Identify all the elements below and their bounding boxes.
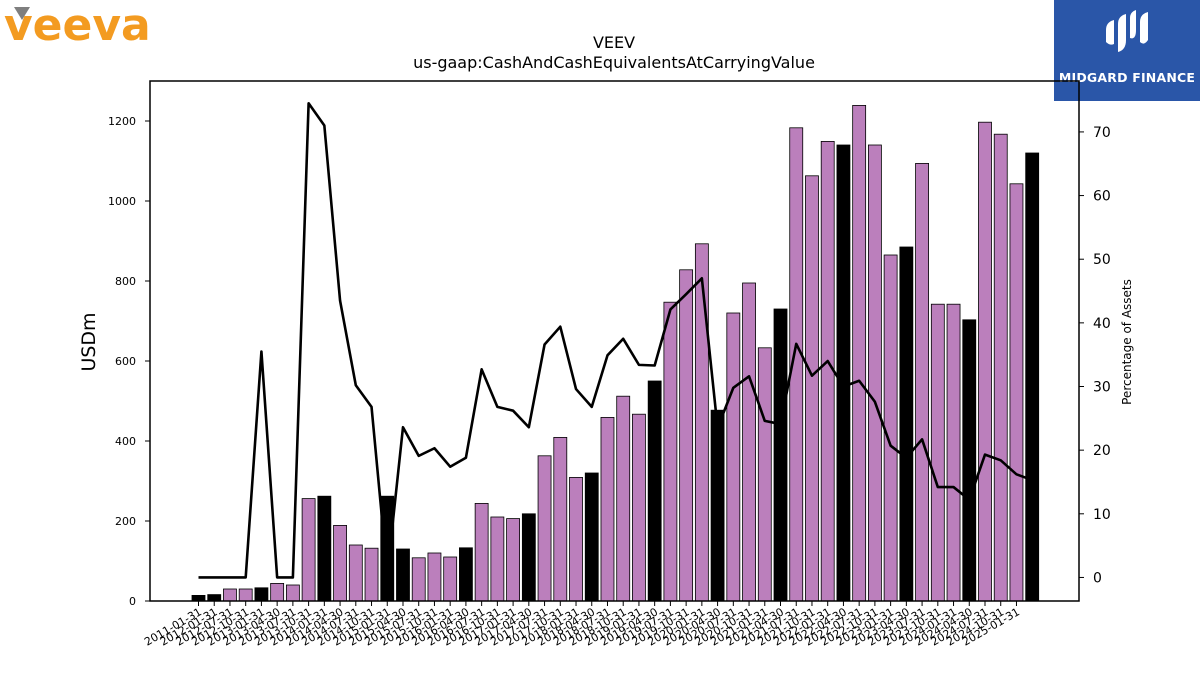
- bar-18: [474, 502, 489, 602]
- right-tick-label: 10: [1093, 507, 1111, 523]
- bar-6: [285, 584, 300, 602]
- bar-0: [191, 595, 206, 602]
- bar-34: [726, 312, 741, 602]
- left-y-axis: 0 200 400 600 800 1000 1200: [108, 115, 150, 608]
- bar-35: [742, 282, 756, 602]
- bar-series: [191, 105, 1040, 602]
- bar-26: [600, 416, 615, 602]
- bar-51: [993, 133, 1008, 602]
- bar-21: [521, 513, 536, 602]
- left-tick-label: 0: [129, 595, 136, 608]
- left-tick-label: 1000: [108, 195, 136, 208]
- line-series: [198, 101, 1033, 579]
- chart-title: VEEV: [593, 33, 635, 52]
- bar-44: [883, 254, 898, 602]
- bar-23: [553, 436, 568, 602]
- bar-25: [584, 472, 599, 602]
- midgard-finance-brand-text: MIDGARD FINANCE: [1058, 70, 1196, 85]
- bar-22: [537, 455, 552, 602]
- bar-37: [773, 308, 788, 602]
- bar-29: [647, 380, 662, 602]
- bar-52: [1009, 183, 1024, 602]
- bar-11: [364, 547, 379, 602]
- right-tick-label: 50: [1093, 252, 1111, 268]
- right-tick-label: 0: [1093, 570, 1102, 586]
- right-tick-label: 20: [1093, 443, 1111, 459]
- bar-2: [223, 588, 237, 602]
- bar-40: [820, 140, 835, 602]
- bar-3: [238, 588, 253, 602]
- left-tick-label: 600: [115, 355, 136, 368]
- bar-39: [805, 175, 819, 602]
- bar-16: [443, 556, 458, 602]
- x-axis: 2011-01-312012-01-312012-07-312012-10-31…: [142, 601, 1022, 649]
- bar-17: [459, 547, 473, 602]
- left-tick-label: 1200: [108, 115, 136, 128]
- bar-31: [679, 269, 694, 602]
- bar-24: [569, 476, 583, 602]
- bar-30: [663, 301, 678, 602]
- midgard-emblem-icon: [1106, 10, 1148, 52]
- percentage-line: [198, 101, 1033, 579]
- plot-frame: [149, 80, 1080, 602]
- bar-47: [930, 303, 945, 602]
- right-tick-label: 40: [1093, 316, 1111, 332]
- bar-48: [946, 303, 961, 602]
- bar-7: [301, 498, 316, 602]
- bar-33: [710, 409, 725, 602]
- bar-8: [317, 495, 332, 602]
- bar-53: [1025, 152, 1040, 602]
- bar-10: [348, 544, 363, 602]
- bar-46: [915, 162, 929, 602]
- bar-15: [427, 552, 442, 602]
- bar-28: [632, 413, 646, 602]
- right-tick-label: 30: [1093, 380, 1111, 396]
- left-tick-label: 200: [115, 515, 136, 528]
- left-tick-label: 800: [115, 275, 136, 288]
- bar-43: [867, 144, 882, 602]
- bar-42: [852, 105, 867, 602]
- bar-50: [978, 121, 992, 602]
- bar-45: [899, 246, 914, 602]
- bar-36: [757, 347, 772, 602]
- midgard-finance-logo: MIDGARD FINANCE: [1054, 0, 1200, 101]
- veeva-logo-mark: veeva: [4, 0, 151, 51]
- bar-49: [962, 319, 977, 602]
- y-axis-label: USDm: [78, 312, 100, 371]
- left-tick-label: 400: [115, 435, 136, 448]
- bar-20: [506, 518, 521, 602]
- bar-5: [270, 583, 285, 602]
- bar-9: [333, 525, 347, 602]
- bar-1: [207, 594, 222, 602]
- bar-27: [616, 395, 631, 602]
- bar-14: [411, 557, 426, 602]
- bar-13: [396, 548, 410, 602]
- bar-19: [490, 516, 505, 602]
- veeva-logo: veeva: [4, 0, 174, 51]
- right-y-axis: 0 10 20 30 40 50 60 70: [1079, 125, 1111, 586]
- y2-axis-label: Percentage of Assets: [1120, 279, 1134, 405]
- bar-32: [694, 243, 709, 602]
- right-tick-label: 60: [1093, 189, 1111, 205]
- bar-4: [254, 587, 269, 602]
- bar-12: [380, 495, 395, 602]
- bar-41: [836, 144, 851, 602]
- right-tick-label: 70: [1093, 125, 1111, 141]
- chart-subtitle: us-gaap:CashAndCashEquivalentsAtCarrying…: [413, 53, 815, 72]
- veeva-logo-text: veeva: [4, 2, 151, 46]
